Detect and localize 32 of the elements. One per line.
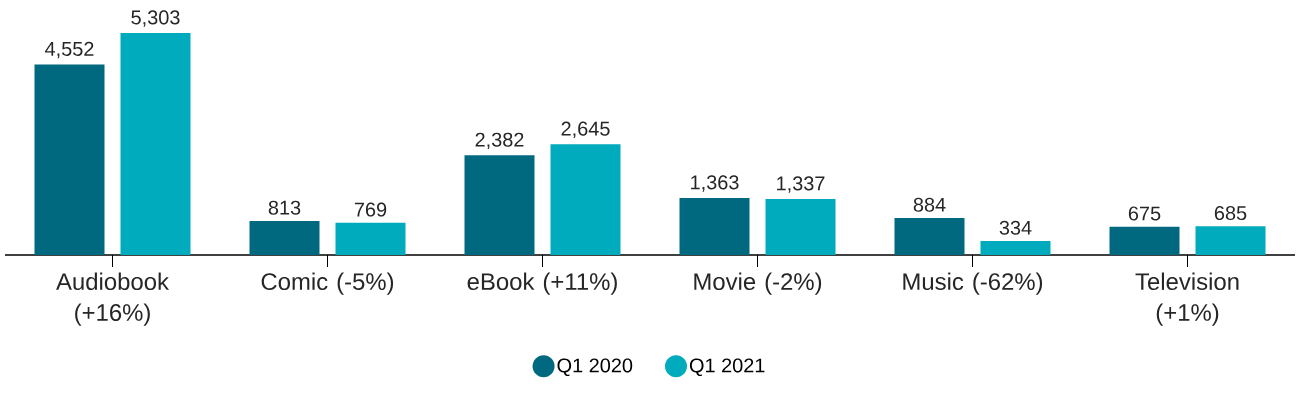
data-label: 334 xyxy=(999,220,1032,235)
x-tick-label: Music (-62%) xyxy=(903,272,1043,295)
data-label: 685 xyxy=(1214,206,1247,221)
bar xyxy=(550,144,621,255)
bar xyxy=(1195,226,1266,255)
data-label: 4,552 xyxy=(45,41,94,59)
data-label: 675 xyxy=(1128,206,1161,221)
legend-label: Q1 2020 xyxy=(557,358,633,377)
data-label: 2,382 xyxy=(475,132,524,150)
bar xyxy=(249,220,320,255)
x-tick-label: Movie (-2%) xyxy=(694,272,822,295)
x-tick-label: Television (+1%) xyxy=(1135,272,1239,326)
bar xyxy=(980,241,1051,255)
x-tick-label: Comic (-5%) xyxy=(261,272,394,295)
bar xyxy=(34,64,105,255)
data-label: 769 xyxy=(354,202,387,217)
bar xyxy=(1109,226,1180,255)
data-label: 813 xyxy=(268,200,301,215)
x-tick-label: eBook (+11%) xyxy=(467,272,617,295)
data-label: 1,363 xyxy=(691,175,739,192)
bar xyxy=(464,155,535,255)
bar xyxy=(335,222,406,255)
data-label: 884 xyxy=(913,197,946,212)
data-label: 5,303 xyxy=(131,10,180,27)
x-tick-label: Audiobook (+16%) xyxy=(56,272,169,326)
bar xyxy=(679,197,750,255)
bar xyxy=(120,33,191,255)
data-label: 2,645 xyxy=(561,121,610,139)
bar xyxy=(894,217,965,255)
bar xyxy=(765,199,836,255)
data-label: 1,337 xyxy=(777,176,825,193)
legend-label: Q1 2021 xyxy=(689,358,765,377)
